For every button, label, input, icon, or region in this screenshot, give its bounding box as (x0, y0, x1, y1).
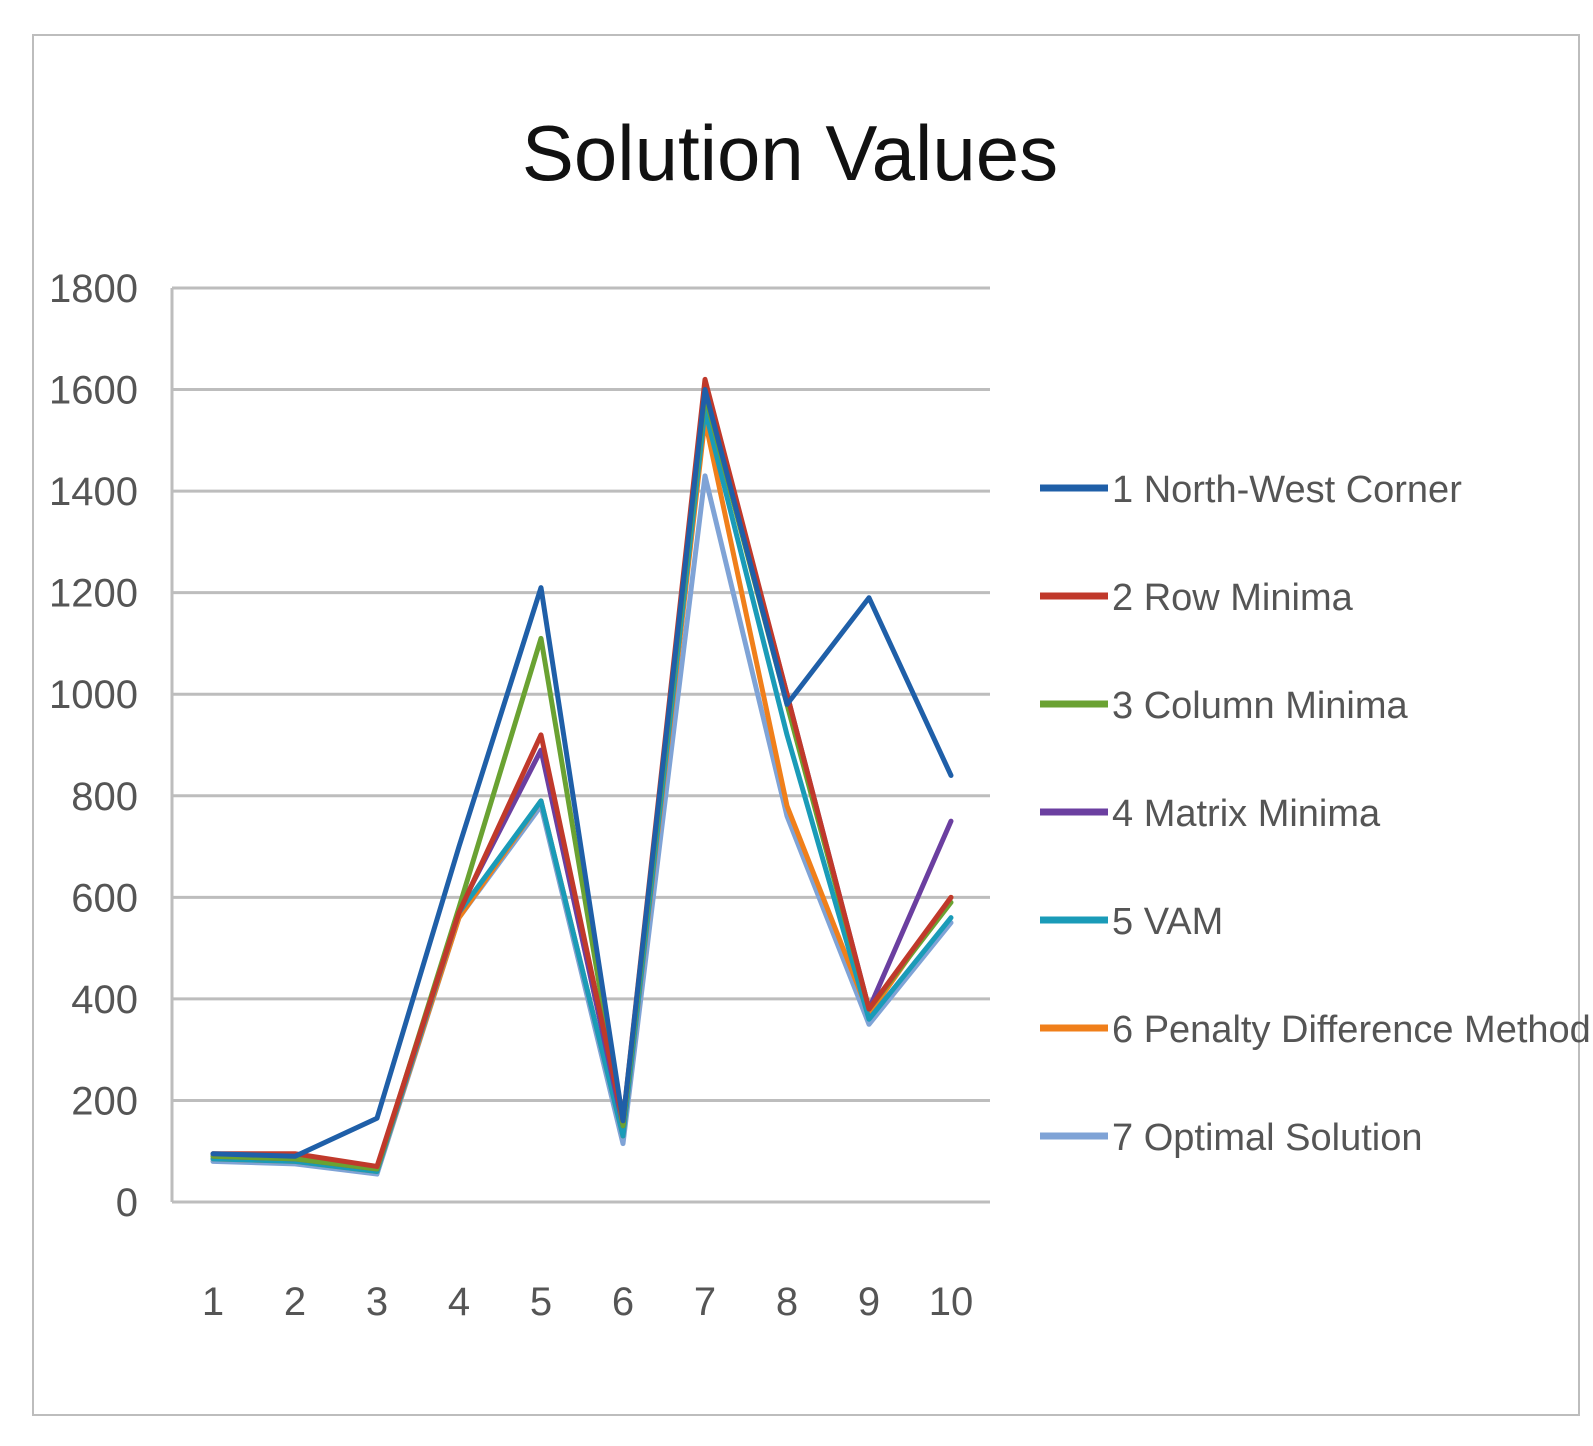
series-line-3 (210, 392, 954, 1172)
x-tick-label: 10 (929, 1280, 974, 1324)
y-tick-label: 1400 (49, 470, 138, 514)
y-tick-label: 400 (71, 978, 138, 1022)
legend: 1 North-West Corner 2 Row Minima 3 Column … (1040, 469, 1591, 1159)
x-tick-label: 3 (366, 1280, 388, 1324)
x-tick-label: 2 (284, 1280, 306, 1324)
series-line-7 (210, 473, 954, 1177)
x-tick-label: 4 (448, 1280, 470, 1324)
y-axis-ticks: 0 200 400 600 800 1000 1200 1400 1600 1800 (49, 267, 138, 1225)
legend-label-6: 6 Penalty Difference Method (1112, 1009, 1591, 1051)
y-tick-label: 1600 (49, 369, 138, 413)
legend-label-4: 4 Matrix Minima (1112, 793, 1381, 835)
x-tick-label: 8 (776, 1280, 798, 1324)
series-lines (210, 376, 954, 1177)
chart-frame (32, 34, 1580, 1416)
y-tick-label: 0 (116, 1181, 138, 1225)
legend-label-3: 3 Column Minima (1112, 685, 1409, 727)
gridlines (170, 286, 990, 1204)
x-tick-label: 6 (612, 1280, 634, 1324)
legend-label-2: 2 Row Minima (1112, 577, 1354, 619)
y-tick-label: 600 (71, 876, 138, 920)
y-tick-label: 1000 (49, 673, 138, 717)
series-line-4 (210, 381, 954, 1172)
y-tick-label: 800 (71, 775, 138, 819)
y-tick-label: 1200 (49, 572, 138, 616)
legend-label-1: 1 North-West Corner (1112, 469, 1462, 511)
y-tick-label: 200 (71, 1079, 138, 1123)
x-axis-ticks: 1 2 3 4 5 6 7 8 9 10 (202, 1280, 973, 1324)
x-tick-label: 7 (694, 1280, 716, 1324)
y-tick-label: 1800 (49, 267, 138, 311)
x-tick-label: 5 (530, 1280, 552, 1324)
x-tick-label: 9 (858, 1280, 880, 1324)
series-line-5 (210, 407, 954, 1175)
chart-title: Solution Values (522, 109, 1058, 197)
series-line-1 (210, 387, 954, 1159)
legend-label-7: 7 Optimal Solution (1112, 1117, 1423, 1159)
x-tick-label: 1 (202, 1280, 224, 1324)
series-line-2 (210, 376, 954, 1169)
legend-label-5: 5 VAM (1112, 901, 1223, 943)
